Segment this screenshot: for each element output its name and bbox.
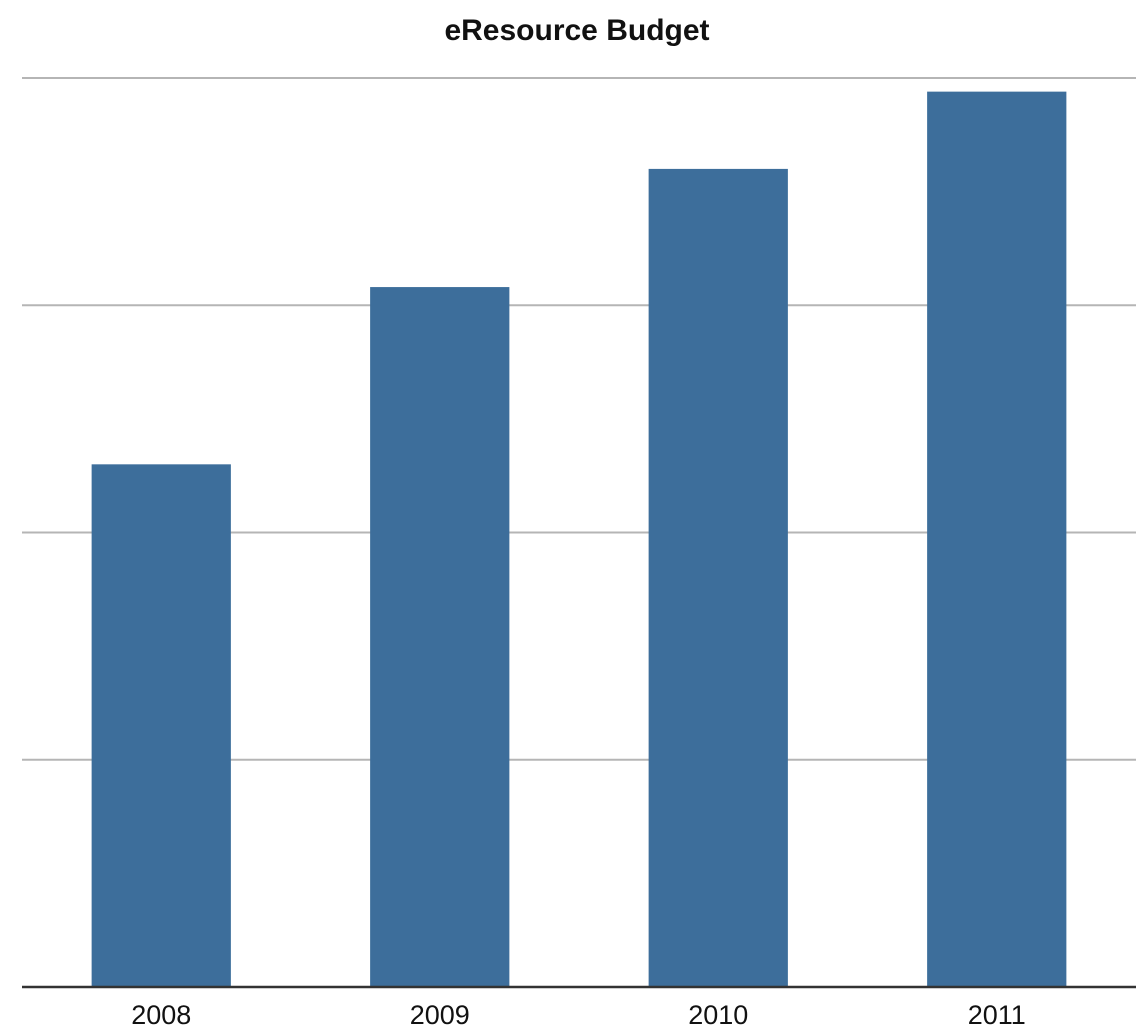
x-tick-label-2008: 2008 (131, 1000, 191, 1030)
bar-2009 (370, 287, 510, 987)
x-tick-label-2009: 2009 (410, 1000, 470, 1030)
x-tick-label-2010: 2010 (688, 1000, 748, 1030)
x-tick-labels: 2008 2009 2010 2011 (131, 1000, 1026, 1030)
bars (91, 91, 1067, 987)
bar-2008 (91, 464, 231, 987)
chart-title: eResource Budget (444, 14, 709, 47)
bar-2011 (927, 91, 1067, 987)
bar-2010 (648, 168, 788, 987)
x-tick-label-2011: 2011 (968, 1000, 1026, 1030)
